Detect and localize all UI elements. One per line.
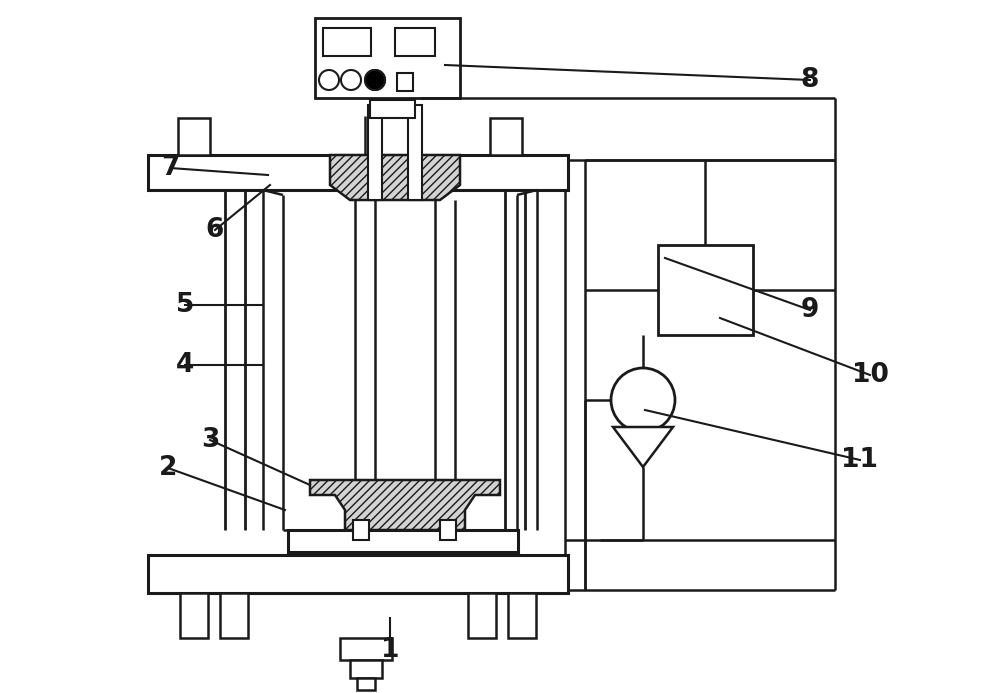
- Circle shape: [611, 368, 675, 432]
- Bar: [468, 593, 496, 638]
- Bar: [148, 155, 568, 190]
- Bar: [408, 105, 422, 200]
- Bar: [148, 555, 568, 593]
- Circle shape: [319, 70, 339, 90]
- Text: 11: 11: [842, 447, 878, 473]
- Text: 3: 3: [201, 427, 219, 453]
- Bar: [323, 28, 371, 56]
- Polygon shape: [330, 155, 460, 200]
- Bar: [508, 593, 536, 638]
- Bar: [357, 678, 375, 690]
- Bar: [368, 105, 382, 200]
- Bar: [395, 28, 435, 56]
- Text: 7: 7: [160, 155, 179, 181]
- Text: 5: 5: [176, 292, 194, 318]
- Text: 8: 8: [801, 67, 819, 93]
- Bar: [350, 660, 382, 678]
- Circle shape: [365, 70, 385, 90]
- Text: 10: 10: [851, 362, 888, 388]
- Text: 4: 4: [176, 352, 194, 378]
- Bar: [178, 118, 210, 155]
- Bar: [370, 100, 415, 118]
- Text: 1: 1: [381, 637, 399, 663]
- Text: 9: 9: [801, 297, 819, 323]
- Text: 6: 6: [206, 217, 224, 243]
- Bar: [440, 520, 456, 540]
- Circle shape: [341, 70, 361, 90]
- Bar: [340, 638, 392, 660]
- Circle shape: [365, 70, 385, 90]
- Polygon shape: [310, 480, 500, 530]
- Bar: [490, 118, 522, 155]
- Bar: [397, 73, 413, 91]
- Bar: [180, 593, 208, 638]
- Bar: [220, 593, 248, 638]
- Text: 2: 2: [158, 455, 177, 481]
- Bar: [658, 245, 753, 335]
- Bar: [315, 18, 460, 98]
- Polygon shape: [613, 427, 673, 467]
- Bar: [353, 520, 369, 540]
- Bar: [288, 530, 518, 552]
